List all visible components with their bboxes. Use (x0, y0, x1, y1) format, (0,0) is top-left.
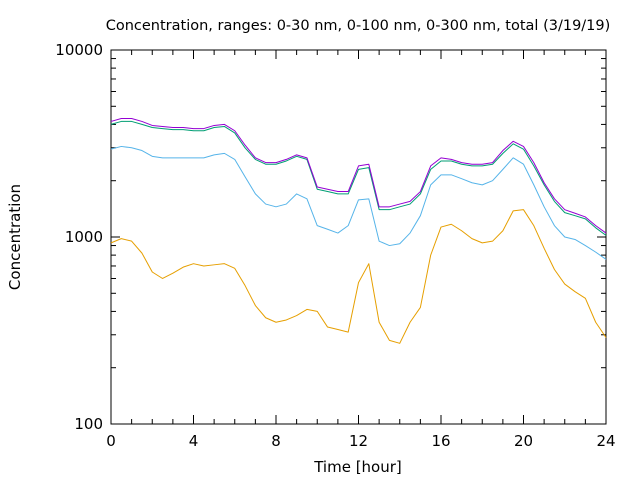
series-line-1 (110, 209, 607, 344)
x-tick-label: 20 (514, 432, 533, 450)
series-line-4 (110, 118, 607, 234)
y-tick-label: 10000 (55, 41, 103, 59)
axis-ticks (110, 50, 607, 425)
x-tick-label: 4 (189, 432, 199, 450)
series-line-2 (110, 145, 607, 260)
x-tick-label: 16 (431, 432, 450, 450)
tick-labels: 0 4 8 12 16 20 24 100 1000 10000 (55, 41, 615, 450)
x-axis-label: Time [hour] (313, 458, 402, 476)
y-tick-label: 100 (74, 415, 103, 433)
x-tick-label: 24 (596, 432, 615, 450)
y-tick-label: 1000 (65, 228, 103, 246)
plot-area (110, 49, 607, 425)
x-tick-label: 12 (349, 432, 368, 450)
chart-title: Concentration, ranges: 0-30 nm, 0-100 nm… (106, 18, 611, 34)
y-axis-label: Concentration (6, 184, 24, 290)
series-line-3 (110, 120, 607, 236)
x-tick-label: 8 (271, 432, 281, 450)
series-lines (110, 118, 607, 344)
x-tick-label: 0 (106, 432, 116, 450)
